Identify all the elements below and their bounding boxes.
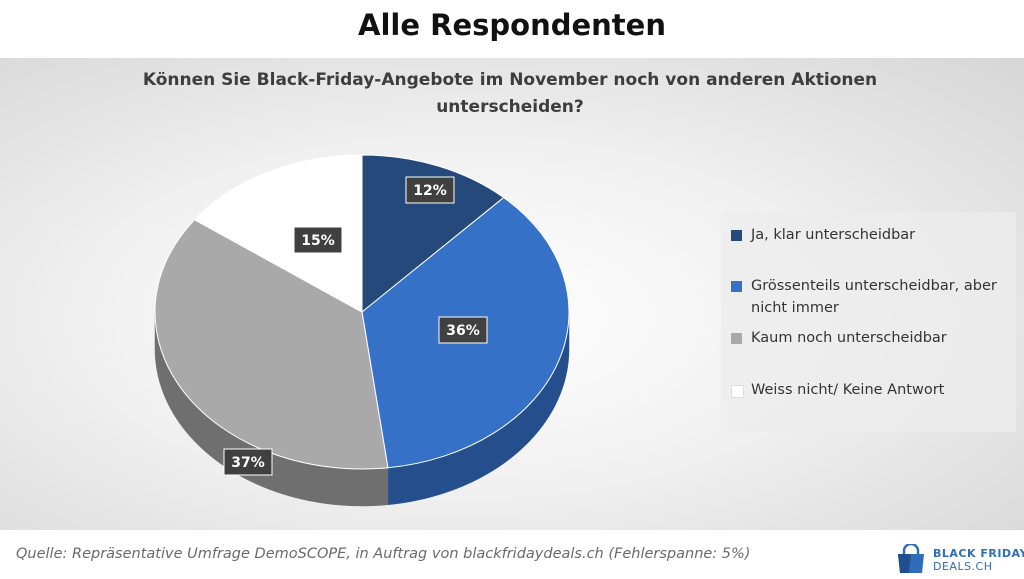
data-label-groessenteils: 36% <box>438 316 488 344</box>
chart-title: Können Sie Black-Friday-Angebote im Nove… <box>130 67 890 121</box>
brand-logo: BLACK FRIDAY DEALS.CH <box>895 543 1024 575</box>
legend-item-ja: Ja, klar unterscheidbar <box>731 224 1013 246</box>
pie-slice-kaum <box>154 219 389 470</box>
data-label-weiss-nicht: 15% <box>293 226 343 254</box>
legend-item-weiss-nicht: Weiss nicht/ Keine Antwort <box>731 379 1013 401</box>
legend-swatch-weiss-nicht <box>731 385 744 398</box>
legend-item-groessenteils: Grössenteils unterscheidbar, aber nicht … <box>731 275 1013 319</box>
legend-swatch-ja <box>731 230 742 241</box>
shopping-bag-icon <box>898 544 924 573</box>
legend-item-kaum: Kaum noch unterscheidbar <box>731 327 1013 349</box>
data-label-box-groessenteils <box>438 316 488 344</box>
logo-text-black-friday: BLACK FRIDAY <box>933 547 1024 560</box>
data-label-box-kaum <box>223 448 273 476</box>
page-title: Alle Respondenten <box>358 8 666 42</box>
data-label-kaum: 37% <box>223 448 273 476</box>
chart-title-line-1: Können Sie Black-Friday-Angebote im Nove… <box>142 70 878 90</box>
data-label-text-groessenteils: 36% <box>446 323 480 339</box>
chart-title-line-2: unterscheiden? <box>436 97 584 117</box>
data-label-ja: 12% <box>405 176 455 204</box>
pie-slice-weiss-nicht <box>193 154 363 313</box>
logo-text-deals: DEALS.CH <box>933 560 993 573</box>
legend-swatch-groessenteils <box>731 281 742 292</box>
legend-swatch-kaum <box>731 333 742 344</box>
chart-legend: Ja, klar unterscheidbar Grössenteils unt… <box>721 212 1016 432</box>
data-label-text-kaum: 37% <box>231 455 265 471</box>
data-label-box-weiss-nicht <box>293 226 343 254</box>
legend-label-ja: Ja, klar unterscheidbar <box>751 227 916 243</box>
pie-slice-ja <box>361 154 505 314</box>
legend-label-groessenteils-1: Grössenteils unterscheidbar, aber <box>751 278 997 294</box>
legend-label-kaum: Kaum noch unterscheidbar <box>751 330 947 346</box>
source-note: Quelle: Repräsentative Umfrage DemoSCOPE… <box>16 546 751 562</box>
legend-label-weiss-nicht: Weiss nicht/ Keine Antwort <box>751 382 945 398</box>
data-label-box-ja <box>405 176 455 204</box>
data-label-text-weiss-nicht: 15% <box>301 233 335 249</box>
legend-label-groessenteils-2: nicht immer <box>751 300 839 316</box>
data-label-text-ja: 12% <box>413 183 447 199</box>
